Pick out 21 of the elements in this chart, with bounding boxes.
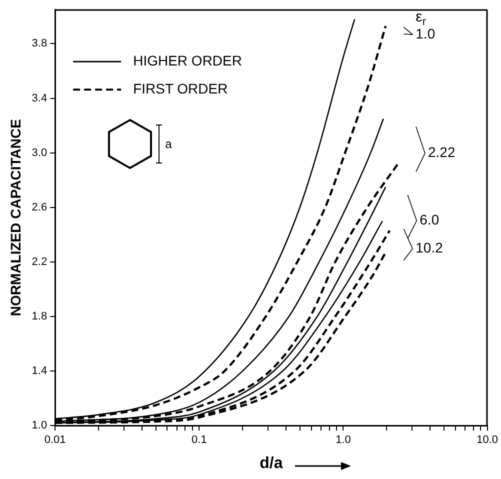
- x-axis-title: d/a: [260, 454, 283, 472]
- y-tick-label: 3.4: [32, 92, 48, 104]
- y-axis-title: NORMALIZED CAPACITANCE: [7, 119, 24, 316]
- y-tick-label: 2.6: [32, 201, 48, 214]
- y-tick-label: 1.8: [32, 310, 48, 323]
- y-tick-label: 2.2: [32, 256, 48, 268]
- annotation: 6.0: [420, 212, 440, 228]
- y-tick-label: 1.0: [32, 420, 48, 432]
- y-tick-label: 1.4: [32, 365, 48, 378]
- y-tick-label: 3.0: [32, 146, 48, 159]
- legend-label: HIGHER ORDER: [133, 52, 242, 68]
- x-tick-label: 0.1: [192, 434, 207, 446]
- annotation: 2.22: [428, 144, 456, 160]
- annotation: 1.0: [416, 25, 436, 42]
- x-tick-label: 1.0: [336, 434, 351, 446]
- y-tick-label: 3.8: [32, 38, 48, 50]
- legend-label: FIRST ORDER: [133, 80, 228, 96]
- annotation: 10.2: [416, 240, 444, 256]
- x-tick-label: 10.0: [476, 434, 498, 446]
- annotation: a: [165, 136, 172, 151]
- x-tick-label: 0.01: [44, 434, 66, 446]
